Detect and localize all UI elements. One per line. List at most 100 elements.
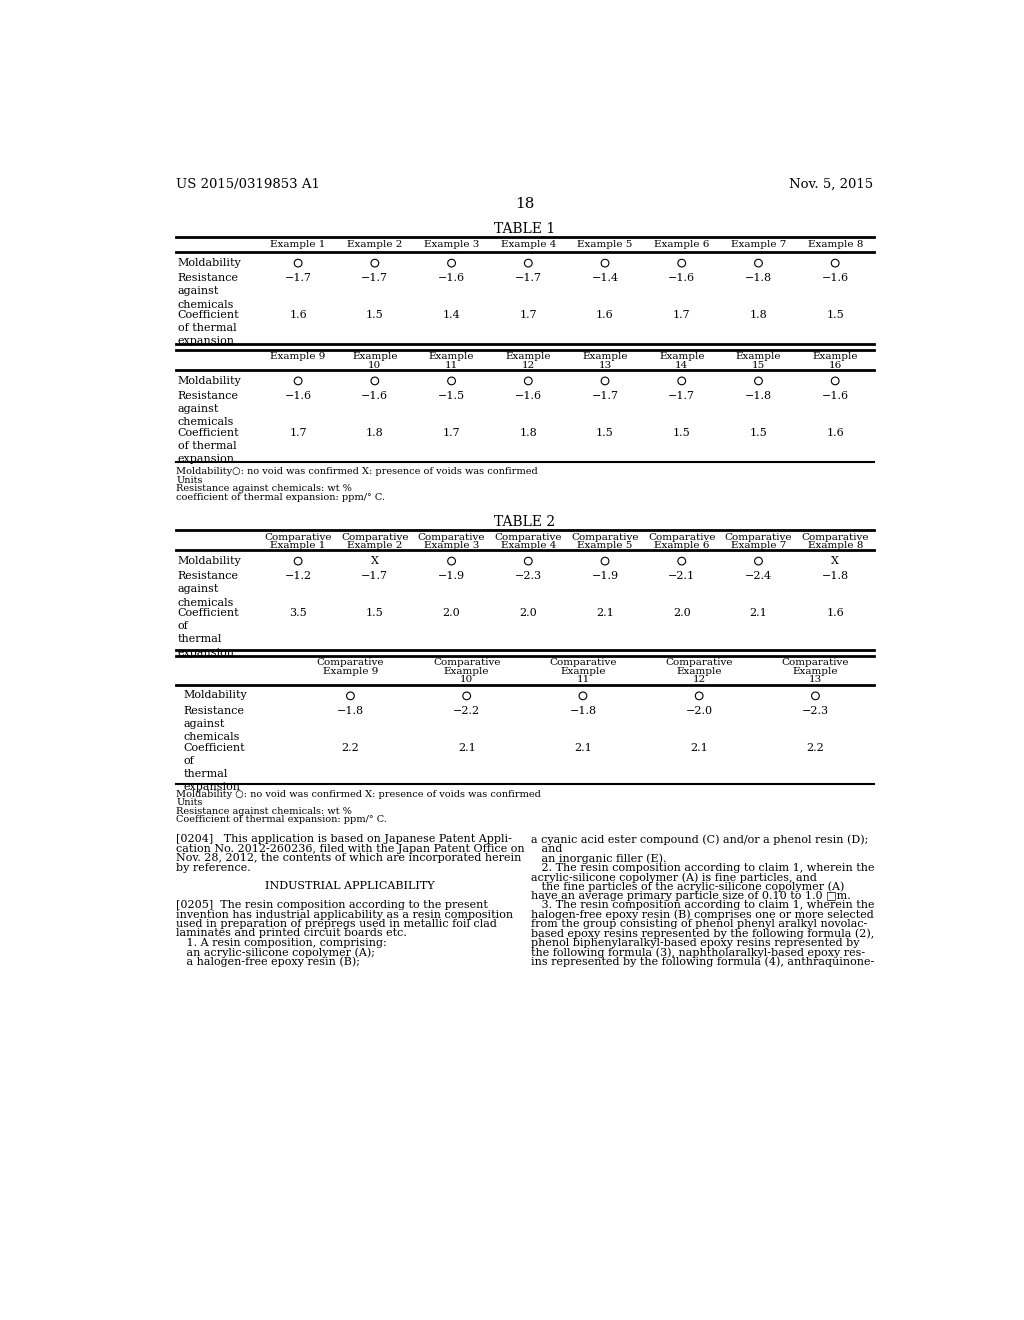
Text: 1.8: 1.8 — [750, 310, 767, 319]
Text: −1.6: −1.6 — [438, 273, 465, 282]
Text: Coefficient
of
thermal
expansion: Coefficient of thermal expansion — [177, 609, 240, 657]
Text: −1.7: −1.7 — [285, 273, 311, 282]
Text: Resistance
against
chemicals: Resistance against chemicals — [183, 706, 245, 742]
Text: Comparative: Comparative — [418, 533, 485, 541]
Text: −1.7: −1.7 — [361, 572, 388, 581]
Text: 1.5: 1.5 — [366, 609, 384, 618]
Text: [0204]   This application is based on Japanese Patent Appli-: [0204] This application is based on Japa… — [176, 834, 512, 845]
Text: 1.8: 1.8 — [519, 428, 538, 438]
Text: 1.8: 1.8 — [366, 428, 384, 438]
Text: −2.3: −2.3 — [802, 706, 829, 715]
Text: Example 9: Example 9 — [270, 352, 326, 362]
Text: Resistance against chemicals: wt %: Resistance against chemicals: wt % — [176, 484, 352, 494]
Text: halogen-free epoxy resin (B) comprises one or more selected: halogen-free epoxy resin (B) comprises o… — [531, 909, 873, 920]
Text: 1.7: 1.7 — [290, 428, 307, 438]
Text: −1.2: −1.2 — [285, 572, 311, 581]
Text: Comparative: Comparative — [341, 533, 409, 541]
Text: Example: Example — [560, 667, 605, 676]
Text: Example 8: Example 8 — [808, 541, 863, 550]
Text: and: and — [531, 843, 562, 854]
Text: Example: Example — [812, 352, 858, 362]
Text: Moldability: Moldability — [177, 556, 242, 566]
Text: −1.4: −1.4 — [592, 273, 618, 282]
Text: 1.6: 1.6 — [826, 428, 844, 438]
Text: the following formula (3), naphtholaralkyl-based epoxy res-: the following formula (3), naphtholaralk… — [531, 948, 865, 958]
Text: Example 2: Example 2 — [347, 240, 402, 249]
Text: Coefficient
of thermal
expansion: Coefficient of thermal expansion — [177, 428, 240, 465]
Text: −1.7: −1.7 — [515, 273, 542, 282]
Text: 10: 10 — [369, 360, 382, 370]
Text: 16: 16 — [828, 360, 842, 370]
Text: Example 3: Example 3 — [424, 541, 479, 550]
Text: TABLE 1: TABLE 1 — [495, 222, 555, 235]
Text: Comparative: Comparative — [549, 659, 616, 667]
Text: cation No. 2012-260236, filed with the Japan Patent Office on: cation No. 2012-260236, filed with the J… — [176, 843, 524, 854]
Text: 2.2: 2.2 — [807, 743, 824, 752]
Text: Example 4: Example 4 — [501, 541, 556, 550]
Text: 12: 12 — [692, 675, 706, 684]
Text: from the group consisting of phenol phenyl aralkyl novolac-: from the group consisting of phenol phen… — [531, 919, 867, 929]
Text: −2.1: −2.1 — [669, 572, 695, 581]
Text: Example: Example — [583, 352, 628, 362]
Text: Resistance
against
chemicals: Resistance against chemicals — [177, 391, 239, 428]
Text: −1.5: −1.5 — [438, 391, 465, 401]
Text: laminates and printed circuit boards etc.: laminates and printed circuit boards etc… — [176, 928, 407, 939]
Text: −2.2: −2.2 — [453, 706, 480, 715]
Text: −1.8: −1.8 — [569, 706, 597, 715]
Text: Example: Example — [677, 667, 722, 676]
Text: 2. The resin composition according to claim 1, wherein the: 2. The resin composition according to cl… — [531, 863, 874, 873]
Text: 3.5: 3.5 — [289, 609, 307, 618]
Text: Comparative: Comparative — [666, 659, 733, 667]
Text: X: X — [831, 556, 839, 566]
Text: Example 5: Example 5 — [578, 541, 633, 550]
Text: INDUSTRIAL APPLICABILITY: INDUSTRIAL APPLICABILITY — [265, 882, 434, 891]
Text: −1.8: −1.8 — [744, 391, 772, 401]
Text: Example: Example — [793, 667, 839, 676]
Text: X: X — [371, 556, 379, 566]
Text: 1.7: 1.7 — [519, 310, 538, 319]
Text: 3. The resin composition according to claim 1, wherein the: 3. The resin composition according to cl… — [531, 900, 874, 911]
Text: 1.6: 1.6 — [826, 609, 844, 618]
Text: Moldability: Moldability — [183, 690, 248, 701]
Text: Example: Example — [735, 352, 781, 362]
Text: Comparative: Comparative — [802, 533, 869, 541]
Text: Moldability: Moldability — [177, 257, 242, 268]
Text: 2.1: 2.1 — [458, 743, 475, 752]
Text: Example 3: Example 3 — [424, 240, 479, 249]
Text: 1.7: 1.7 — [673, 310, 690, 319]
Text: 11: 11 — [445, 360, 458, 370]
Text: 1.6: 1.6 — [289, 310, 307, 319]
Text: 2.0: 2.0 — [673, 609, 690, 618]
Text: −2.3: −2.3 — [515, 572, 542, 581]
Text: 13: 13 — [598, 360, 611, 370]
Text: by reference.: by reference. — [176, 863, 251, 873]
Text: acrylic-silicone copolymer (A) is fine particles, and: acrylic-silicone copolymer (A) is fine p… — [531, 873, 817, 883]
Text: −1.8: −1.8 — [744, 273, 772, 282]
Text: Example 7: Example 7 — [731, 541, 786, 550]
Text: an inorganic filler (E).: an inorganic filler (E). — [531, 853, 667, 863]
Text: Moldability: Moldability — [177, 376, 242, 385]
Text: the fine particles of the acrylic-silicone copolymer (A): the fine particles of the acrylic-silico… — [531, 882, 845, 892]
Text: 1.5: 1.5 — [750, 428, 767, 438]
Text: a cyanic acid ester compound (C) and/or a phenol resin (D);: a cyanic acid ester compound (C) and/or … — [531, 834, 868, 845]
Text: invention has industrial applicability as a resin composition: invention has industrial applicability a… — [176, 909, 513, 920]
Text: 1.5: 1.5 — [596, 428, 613, 438]
Text: Example 7: Example 7 — [731, 240, 786, 249]
Text: Comparative: Comparative — [725, 533, 793, 541]
Text: 1.5: 1.5 — [826, 310, 844, 319]
Text: 1.6: 1.6 — [596, 310, 613, 319]
Text: −1.9: −1.9 — [438, 572, 465, 581]
Text: 2.0: 2.0 — [519, 609, 538, 618]
Text: TABLE 2: TABLE 2 — [495, 515, 555, 529]
Text: 2.1: 2.1 — [574, 743, 592, 752]
Text: −2.0: −2.0 — [686, 706, 713, 715]
Text: 15: 15 — [752, 360, 765, 370]
Text: 1.5: 1.5 — [673, 428, 690, 438]
Text: −1.7: −1.7 — [361, 273, 388, 282]
Text: Resistance
against
chemicals: Resistance against chemicals — [177, 273, 239, 309]
Text: −1.8: −1.8 — [821, 572, 849, 581]
Text: an acrylic-silicone copolymer (A);: an acrylic-silicone copolymer (A); — [176, 948, 375, 958]
Text: Example 9: Example 9 — [323, 667, 378, 676]
Text: Units: Units — [176, 475, 203, 484]
Text: Example: Example — [352, 352, 397, 362]
